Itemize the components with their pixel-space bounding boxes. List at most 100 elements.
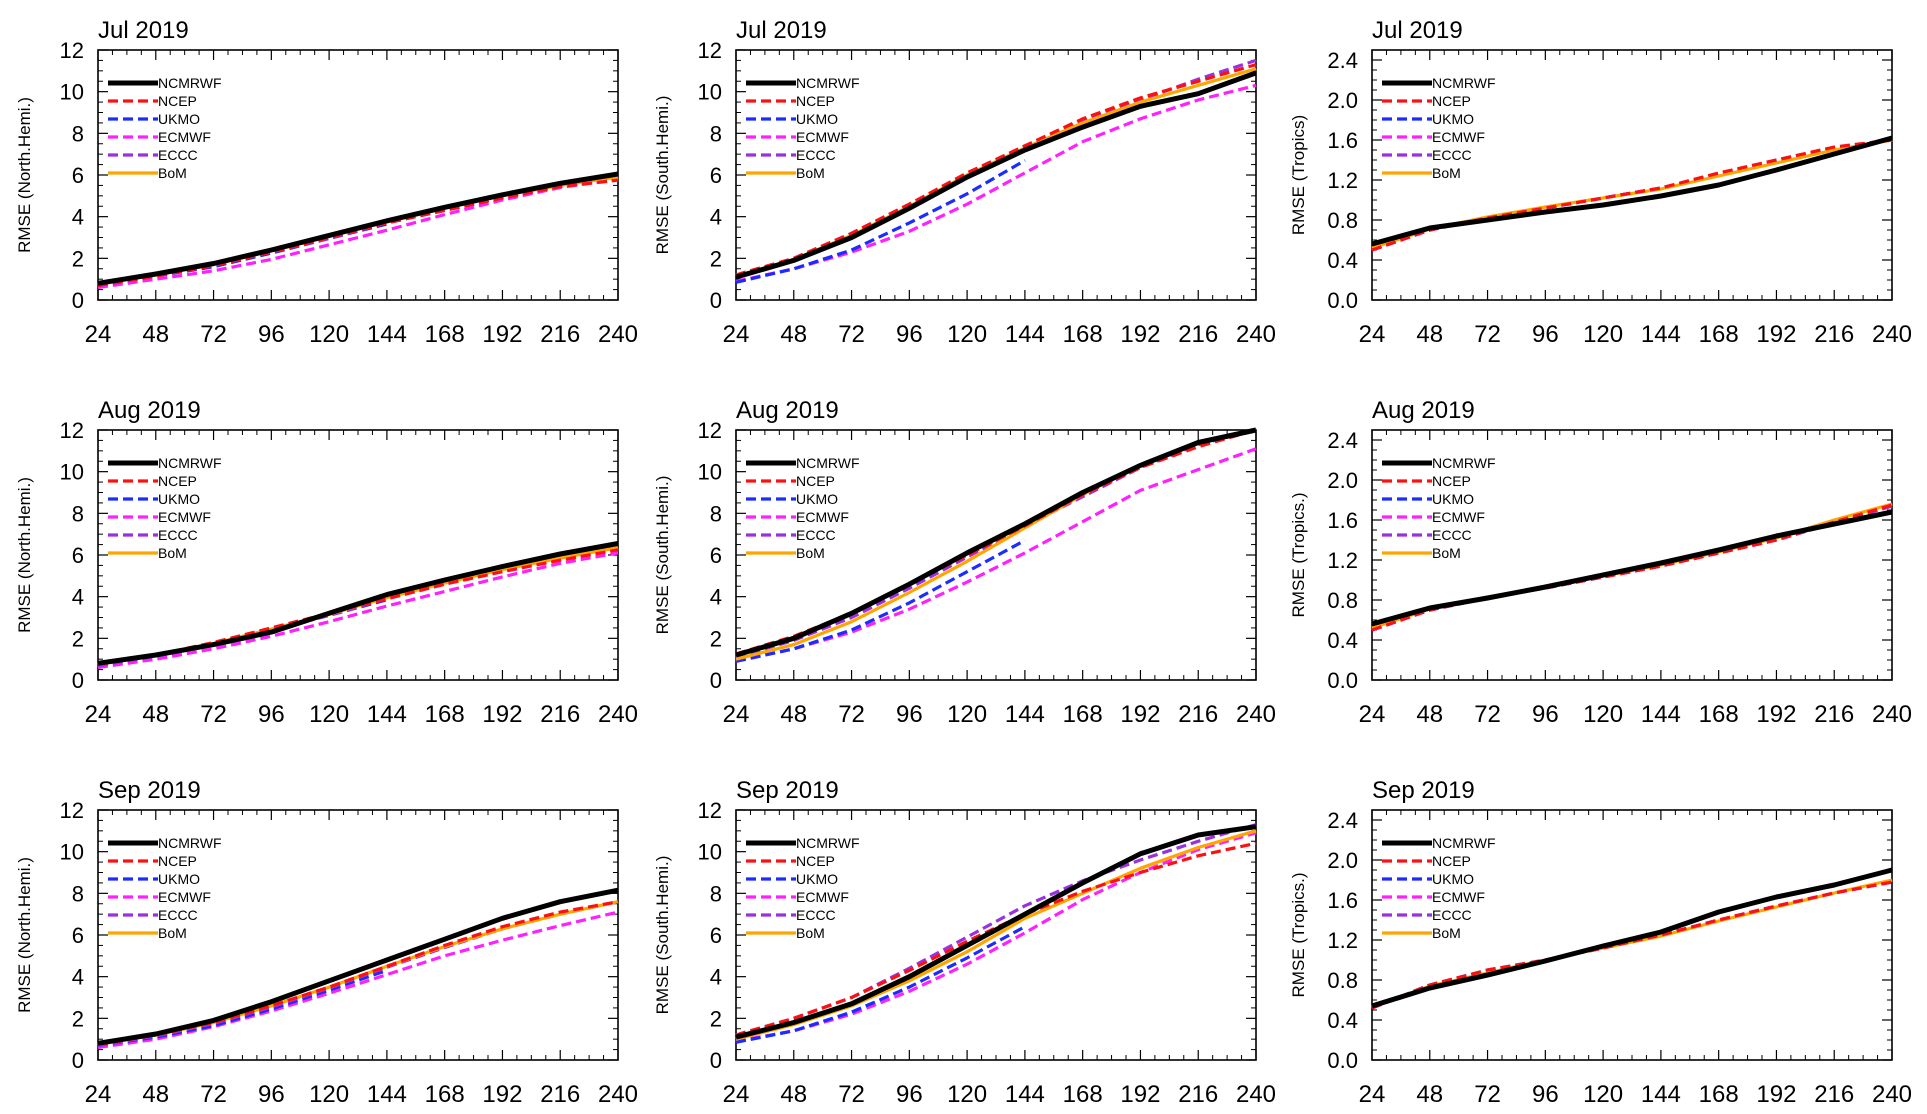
x-tick-label: 168 bbox=[1063, 701, 1103, 728]
legend-label-ukmo: UKMO bbox=[1432, 871, 1474, 887]
y-tick-label: 4 bbox=[72, 585, 84, 610]
x-tick-label: 96 bbox=[258, 1081, 285, 1108]
legend-label-bom: BoM bbox=[796, 925, 825, 941]
x-tick-label: 24 bbox=[723, 321, 750, 348]
y-tick-label: 1.6 bbox=[1327, 508, 1358, 533]
x-tick-label: 192 bbox=[482, 1081, 522, 1108]
series-line-ncmrwf bbox=[735, 427, 1257, 658]
legend-label-ecmwf: ECMWF bbox=[1432, 129, 1485, 145]
y-tick-label: 1.2 bbox=[1327, 168, 1358, 193]
x-tick-label: 72 bbox=[1474, 1081, 1501, 1108]
legend-label-bom: BoM bbox=[1432, 545, 1461, 561]
legend-label-ncmrwf: NCMRWF bbox=[158, 835, 222, 851]
legend-label-ukmo: UKMO bbox=[796, 111, 838, 127]
y-axis-label: RMSE (North.Hemi.) bbox=[15, 97, 34, 253]
panel-title: Aug 2019 bbox=[98, 397, 201, 424]
y-tick-label: 0.4 bbox=[1327, 248, 1358, 273]
x-tick-label: 96 bbox=[896, 321, 923, 348]
legend-label-ncmrwf: NCMRWF bbox=[1432, 455, 1496, 471]
series-line-ncep bbox=[1371, 880, 1893, 1010]
x-tick-label: 168 bbox=[425, 701, 465, 728]
legend-label-ncmrwf: NCMRWF bbox=[796, 835, 860, 851]
x-tick-label: 168 bbox=[425, 1081, 465, 1108]
legend-label-ncmrwf: NCMRWF bbox=[1432, 835, 1496, 851]
y-tick-label: 2.4 bbox=[1327, 808, 1358, 833]
x-tick-label: 96 bbox=[258, 701, 285, 728]
y-tick-label: 0 bbox=[710, 668, 722, 693]
x-tick-label: 216 bbox=[1814, 1081, 1854, 1108]
x-tick-label: 48 bbox=[780, 1081, 807, 1108]
y-tick-label: 12 bbox=[698, 418, 722, 443]
y-tick-label: 1.6 bbox=[1327, 888, 1358, 913]
x-tick-label: 48 bbox=[780, 321, 807, 348]
y-tick-label: 6 bbox=[72, 923, 84, 948]
series-line-eccc bbox=[97, 900, 619, 1047]
x-tick-label: 240 bbox=[1872, 1081, 1912, 1108]
x-tick-label: 168 bbox=[425, 321, 465, 348]
y-tick-label: 8 bbox=[72, 121, 84, 146]
x-tick-label: 72 bbox=[200, 1081, 227, 1108]
x-tick-label: 144 bbox=[1641, 321, 1681, 348]
legend-label-ecmwf: ECMWF bbox=[796, 889, 849, 905]
legend-label-bom: BoM bbox=[1432, 165, 1461, 181]
legend-label-ncmrwf: NCMRWF bbox=[158, 455, 222, 471]
legend-label-eccc: ECCC bbox=[796, 527, 836, 543]
x-tick-label: 192 bbox=[1756, 1081, 1796, 1108]
y-tick-label: 2 bbox=[72, 626, 84, 651]
x-tick-label: 168 bbox=[1063, 321, 1103, 348]
x-tick-label: 144 bbox=[1005, 1081, 1045, 1108]
series-line-ukmo bbox=[1371, 564, 1662, 632]
x-tick-label: 72 bbox=[200, 321, 227, 348]
y-tick-label: 0.0 bbox=[1327, 668, 1358, 693]
y-axis-label: RMSE (Tropics.) bbox=[1289, 873, 1308, 998]
y-tick-label: 12 bbox=[60, 38, 84, 63]
legend-label-ukmo: UKMO bbox=[158, 871, 200, 887]
y-tick-label: 12 bbox=[698, 798, 722, 823]
y-tick-label: 8 bbox=[710, 881, 722, 906]
legend-label-eccc: ECCC bbox=[1432, 527, 1472, 543]
x-tick-label: 144 bbox=[367, 701, 407, 728]
x-tick-label: 48 bbox=[142, 321, 169, 348]
x-tick-label: 72 bbox=[1474, 701, 1501, 728]
x-tick-label: 240 bbox=[598, 321, 638, 348]
legend-label-ncmrwf: NCMRWF bbox=[796, 75, 860, 91]
x-tick-label: 96 bbox=[1532, 1081, 1559, 1108]
legend-label-ncmrwf: NCMRWF bbox=[1432, 75, 1496, 91]
y-tick-label: 2 bbox=[710, 626, 722, 651]
x-tick-label: 240 bbox=[1236, 321, 1276, 348]
series-line-ecmwf bbox=[735, 831, 1257, 1043]
series-line-ncmrwf bbox=[97, 887, 619, 1046]
legend-label-bom: BoM bbox=[796, 545, 825, 561]
legend-label-eccc: ECCC bbox=[158, 527, 198, 543]
x-tick-label: 120 bbox=[1583, 701, 1623, 728]
legend-label-ukmo: UKMO bbox=[158, 491, 200, 507]
x-tick-label: 144 bbox=[367, 321, 407, 348]
legend-label-ukmo: UKMO bbox=[796, 491, 838, 507]
series-line-ukmo bbox=[735, 159, 1026, 284]
y-axis-label: RMSE (Tropics) bbox=[1289, 115, 1308, 235]
x-tick-label: 72 bbox=[200, 701, 227, 728]
legend-label-bom: BoM bbox=[796, 165, 825, 181]
legend-label-ncep: NCEP bbox=[158, 473, 197, 489]
legend-label-eccc: ECCC bbox=[158, 147, 198, 163]
y-tick-label: 4 bbox=[710, 205, 722, 230]
panel-title: Jul 2019 bbox=[98, 17, 189, 44]
x-tick-label: 216 bbox=[1178, 1081, 1218, 1108]
legend-label-ncep: NCEP bbox=[1432, 473, 1471, 489]
y-tick-label: 6 bbox=[710, 163, 722, 188]
panel-title: Aug 2019 bbox=[736, 397, 839, 424]
y-axis-label: RMSE (South.Hemi.) bbox=[653, 856, 672, 1015]
panel-title: Jul 2019 bbox=[736, 17, 827, 44]
y-tick-label: 6 bbox=[72, 163, 84, 188]
x-tick-label: 144 bbox=[367, 1081, 407, 1108]
y-tick-label: 4 bbox=[72, 965, 84, 990]
legend-label-ukmo: UKMO bbox=[158, 111, 200, 127]
legend-label-ncep: NCEP bbox=[158, 853, 197, 869]
series-line-ukmo bbox=[735, 925, 1026, 1044]
x-tick-label: 192 bbox=[1120, 321, 1160, 348]
y-tick-label: 12 bbox=[60, 798, 84, 823]
x-tick-label: 240 bbox=[1236, 1081, 1276, 1108]
